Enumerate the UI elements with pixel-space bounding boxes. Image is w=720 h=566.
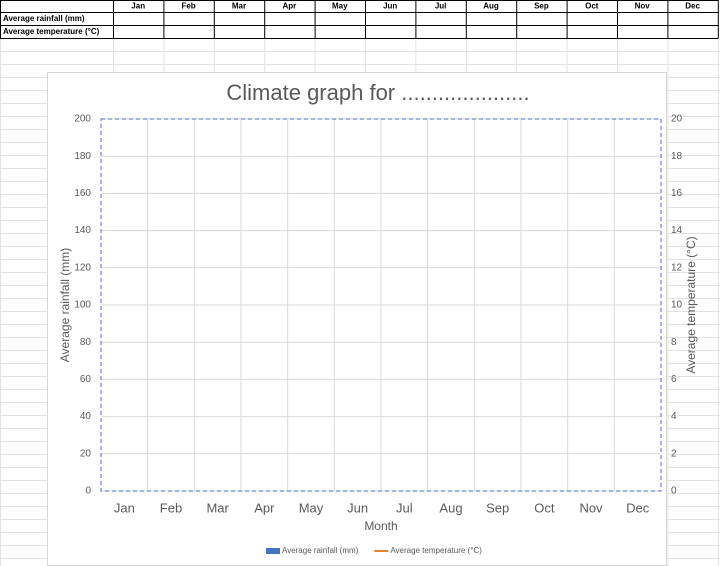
x-tick-label: Oct: [534, 500, 555, 515]
y2-tick-label: 4: [671, 411, 677, 422]
table-column-header: Feb: [181, 2, 195, 11]
x-tick-label: Sep: [486, 500, 509, 515]
y2-tick-label: 6: [671, 374, 677, 385]
y2-tick-label: 2: [671, 448, 677, 459]
x-tick-label: Nov: [579, 500, 603, 515]
x-tick-label: Jun: [347, 500, 368, 515]
table-column-header: Dec: [685, 2, 700, 11]
data-table: Jan Feb Mar Apr May Jun Jul Aug Sep Oct Nov Dec Aver…: [0, 0, 719, 39]
y2-tick-label: 14: [671, 225, 683, 236]
y-tick-label: 40: [80, 411, 92, 422]
plot-area-selection: [100, 118, 662, 492]
x-tick-label: Mar: [206, 500, 229, 515]
y2-tick-label: 0: [671, 486, 677, 497]
plot: 0 20 40 60 80 100 120 140 160 180 200 0 2 4 6 8 10 12 14 16…: [74, 114, 682, 555]
y2-tick-label: 12: [671, 262, 683, 273]
y-tick-label: 120: [74, 262, 91, 273]
x-tick-label: Apr: [254, 500, 275, 515]
table-column-header: Aug: [483, 2, 499, 11]
y-tick-label: 80: [80, 337, 92, 348]
y-axis-title: Average rainfall (mm): [58, 248, 72, 362]
y2-tick-label: 18: [671, 151, 683, 162]
table-row-header: Average temperature (°C): [3, 27, 100, 36]
x-tick-label: Aug: [439, 500, 462, 515]
y2-tick-label: 16: [671, 188, 683, 199]
y2-tick-label: 8: [671, 337, 677, 348]
y-tick-label: 60: [80, 374, 92, 385]
x-tick-label: May: [299, 500, 324, 515]
table-column-header: Sep: [534, 2, 549, 11]
x-tick-label: Jan: [114, 500, 135, 515]
y2-tick-label: 20: [671, 114, 683, 125]
table-column-header: Mar: [232, 2, 246, 11]
x-tick-label: Feb: [160, 500, 182, 515]
y-tick-label: 140: [74, 225, 91, 236]
y-tick-label: 0: [85, 486, 91, 497]
y-tick-label: 160: [74, 188, 91, 199]
y-tick-label: 200: [74, 114, 91, 125]
table-column-header: Jun: [383, 2, 397, 11]
table-column-header: May: [332, 2, 348, 11]
x-axis-title: Month: [364, 519, 397, 533]
chart-area: [47, 72, 667, 566]
table-column-header: Jan: [131, 2, 145, 11]
y2-axis-title: Average temperature (°C): [684, 236, 698, 373]
legend-label: Average rainfall (mm): [282, 546, 359, 555]
table-column-header: Oct: [585, 2, 599, 11]
legend-swatch: [266, 548, 280, 554]
table-row-header: Average rainfall (mm): [3, 14, 85, 23]
y-tick-label: 180: [74, 151, 91, 162]
table-column-header: Nov: [635, 2, 651, 11]
table-column-header: Apr: [283, 2, 297, 11]
legend-label: Average temperature (°C): [390, 546, 482, 555]
y-tick-label: 100: [74, 300, 91, 311]
y-tick-label: 20: [80, 448, 92, 459]
x-tick-label: Jul: [396, 500, 413, 515]
chart-title: Climate graph for .....................: [226, 80, 529, 105]
y2-tick-label: 10: [671, 300, 683, 311]
x-tick-label: Dec: [626, 500, 650, 515]
table-column-header: Jul: [435, 2, 447, 11]
